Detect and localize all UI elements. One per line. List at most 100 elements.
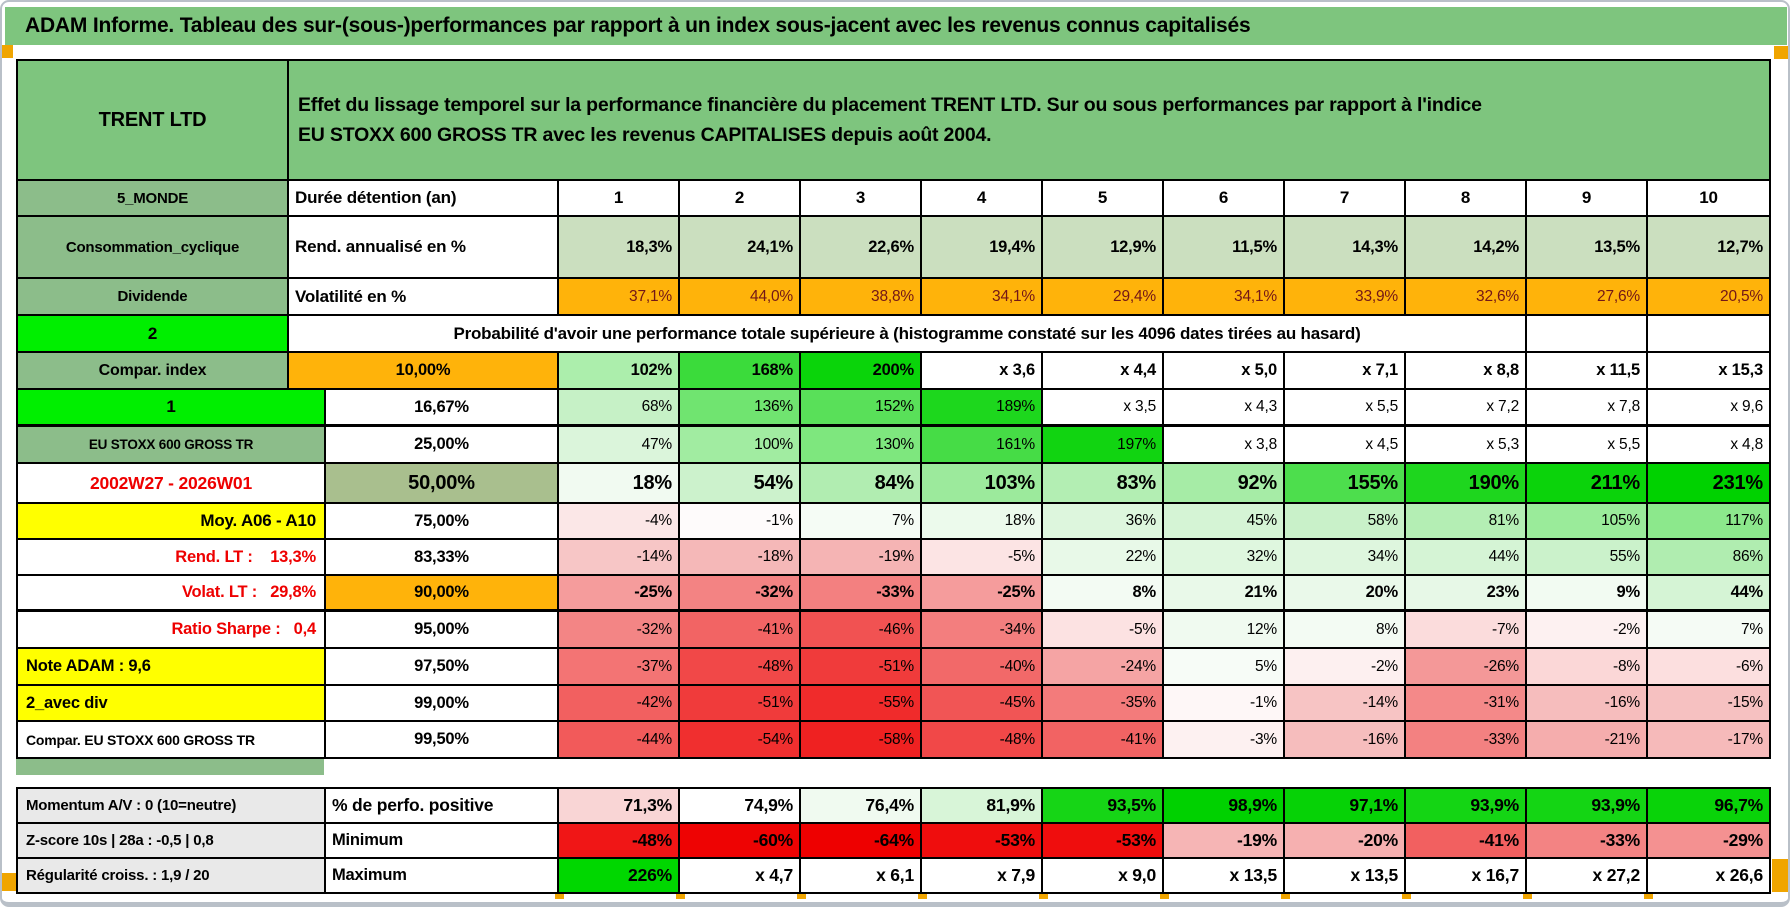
cell-p25-c4[interactable]: 161% bbox=[922, 427, 1043, 462]
cell-p975-c6[interactable]: 5% bbox=[1164, 649, 1285, 684]
row-label-p8333[interactable]: Rend. LT : 13,3% bbox=[18, 540, 326, 574]
cell-p1667-c8[interactable]: x 7,2 bbox=[1406, 390, 1527, 424]
cell-p10-c9[interactable]: x 11,5 bbox=[1527, 353, 1648, 388]
cell-rend-c1[interactable]: 18,3% bbox=[559, 217, 680, 277]
cell-p10-c8[interactable]: x 8,8 bbox=[1406, 353, 1527, 388]
row-label-p975[interactable]: Note ADAM : 9,6 bbox=[18, 649, 326, 684]
cell-p99-c9[interactable]: -16% bbox=[1527, 686, 1648, 720]
cell-p8333-c10[interactable]: 86% bbox=[1648, 540, 1769, 574]
cell-p995-c8[interactable]: -33% bbox=[1406, 722, 1527, 757]
cell-p75-c5[interactable]: 36% bbox=[1043, 504, 1164, 538]
cell-duree-c4[interactable]: 4 bbox=[922, 181, 1043, 215]
row-header-p75[interactable]: 75,00% bbox=[326, 504, 559, 538]
cell-p95-c2[interactable]: -41% bbox=[680, 612, 801, 647]
cell-max-c4[interactable]: x 7,9 bbox=[922, 859, 1043, 892]
cell-p75-c10[interactable]: 117% bbox=[1648, 504, 1769, 538]
cell-p1667-c4[interactable]: 189% bbox=[922, 390, 1043, 424]
cell-prob-c2[interactable] bbox=[1648, 316, 1769, 351]
cell-duree-c2[interactable]: 2 bbox=[680, 181, 801, 215]
cell-p975-c3[interactable]: -51% bbox=[801, 649, 922, 684]
cell-p8333-c8[interactable]: 44% bbox=[1406, 540, 1527, 574]
cell-p8333-c9[interactable]: 55% bbox=[1527, 540, 1648, 574]
cell-p25-c5[interactable]: 197% bbox=[1043, 427, 1164, 462]
row-header-p8333[interactable]: 83,33% bbox=[326, 540, 559, 574]
cell-p90-c1[interactable]: -25% bbox=[559, 576, 680, 609]
row-label-p90[interactable]: Volat. LT : 29,8% bbox=[18, 576, 326, 609]
row-header-duree[interactable]: Durée détention (an) bbox=[289, 181, 559, 215]
cell-p975-c5[interactable]: -24% bbox=[1043, 649, 1164, 684]
cell-p25-c6[interactable]: x 3,8 bbox=[1164, 427, 1285, 462]
cell-duree-c10[interactable]: 10 bbox=[1699, 188, 1718, 207]
cell-p95-c10[interactable]: 7% bbox=[1648, 612, 1769, 647]
row-label-p995[interactable]: Compar. EU STOXX 600 GROSS TR bbox=[18, 722, 326, 757]
cell-rend-c3[interactable]: 22,6% bbox=[801, 217, 922, 277]
cell-p75-c6[interactable]: 45% bbox=[1164, 504, 1285, 538]
cell-p8333-c5[interactable]: 22% bbox=[1043, 540, 1164, 574]
cell-p90-c6[interactable]: 21% bbox=[1164, 576, 1285, 609]
cell-p50-c2[interactable]: 54% bbox=[680, 464, 801, 502]
row-label-p10[interactable]: Compar. index bbox=[18, 353, 289, 388]
cell-p90-c10[interactable]: 44% bbox=[1648, 576, 1769, 609]
cell-p75-c9[interactable]: 105% bbox=[1527, 504, 1648, 538]
cell-p99-c5[interactable]: -35% bbox=[1043, 686, 1164, 720]
row-header-min[interactable]: Minimum bbox=[326, 824, 559, 857]
cell-min-c6[interactable]: -19% bbox=[1164, 824, 1285, 857]
cell-p99-c10[interactable]: -15% bbox=[1648, 686, 1769, 720]
cell-max-c6[interactable]: x 13,5 bbox=[1164, 859, 1285, 892]
row-label-max[interactable]: Régularité croiss. : 1,9 / 20 bbox=[18, 859, 326, 892]
cell-p25-c2[interactable]: 100% bbox=[680, 427, 801, 462]
cell-duree-c3[interactable]: 3 bbox=[801, 181, 922, 215]
row-header-p25[interactable]: 25,00% bbox=[326, 427, 559, 462]
cell-p90-c7[interactable]: 20% bbox=[1285, 576, 1406, 609]
cell-p95-c9[interactable]: -2% bbox=[1527, 612, 1648, 647]
row-label-p75[interactable]: Moy. A06 - A10 bbox=[18, 504, 326, 538]
cell-p975-c4[interactable]: -40% bbox=[922, 649, 1043, 684]
cell-volat-c10[interactable]: 20,5% bbox=[1648, 279, 1769, 314]
row-header-p90[interactable]: 90,00% bbox=[326, 576, 559, 609]
row-header-rend[interactable]: Rend. annualisé en % bbox=[289, 217, 559, 277]
cell-volat-c1[interactable]: 37,1% bbox=[559, 279, 680, 314]
cell-p1667-c5[interactable]: x 3,5 bbox=[1043, 390, 1164, 424]
cell-max-c3[interactable]: x 6,1 bbox=[801, 859, 922, 892]
cell-perfo-c8[interactable]: 93,9% bbox=[1406, 789, 1527, 822]
row-label-prob[interactable]: 2 bbox=[18, 316, 289, 351]
cell-p95-c4[interactable]: -34% bbox=[922, 612, 1043, 647]
cell-p10-c5[interactable]: x 4,4 bbox=[1043, 353, 1164, 388]
cell-p50-c1[interactable]: 18% bbox=[559, 464, 680, 502]
cell-p75-c3[interactable]: 7% bbox=[801, 504, 922, 538]
cell-rend-c8[interactable]: 14,2% bbox=[1406, 217, 1527, 277]
row-label-p25[interactable]: EU STOXX 600 GROSS TR bbox=[18, 427, 326, 462]
cell-p90-c9[interactable]: 9% bbox=[1527, 576, 1648, 609]
cell-rend-c7[interactable]: 14,3% bbox=[1285, 217, 1406, 277]
cell-p1667-c9[interactable]: x 7,8 bbox=[1527, 390, 1648, 424]
cell-p25-c1[interactable]: 47% bbox=[559, 427, 680, 462]
cell-perfo-c4[interactable]: 81,9% bbox=[922, 789, 1043, 822]
cell-p10-c6[interactable]: x 5,0 bbox=[1164, 353, 1285, 388]
row-label-p50[interactable]: 2002W27 - 2026W01 bbox=[18, 464, 326, 502]
cell-perfo-c2[interactable]: 74,9% bbox=[680, 789, 801, 822]
row-header-p95[interactable]: 95,00% bbox=[326, 612, 559, 647]
cell-duree-c9[interactable]: 9 bbox=[1527, 181, 1648, 215]
cell-p25-c3[interactable]: 130% bbox=[801, 427, 922, 462]
cell-p50-c7[interactable]: 155% bbox=[1285, 464, 1406, 502]
cell-p8333-c6[interactable]: 32% bbox=[1164, 540, 1285, 574]
row-label-perfo[interactable]: Momentum A/V : 0 (10=neutre) bbox=[18, 789, 326, 822]
cell-perfo-c9[interactable]: 93,9% bbox=[1527, 789, 1648, 822]
row-header-p50[interactable]: 50,00% bbox=[326, 464, 559, 502]
cell-max-c1[interactable]: 226% bbox=[559, 859, 680, 892]
cell-perfo-c3[interactable]: 76,4% bbox=[801, 789, 922, 822]
cell-p10-c1[interactable]: 102% bbox=[559, 353, 680, 388]
cell-p99-c6[interactable]: -1% bbox=[1164, 686, 1285, 720]
cell-p995-c6[interactable]: -3% bbox=[1164, 722, 1285, 757]
row-header-perfo[interactable]: % de perfo. positive bbox=[326, 789, 559, 822]
cell-p25-c10[interactable]: x 4,8 bbox=[1730, 435, 1763, 453]
cell-min-c8[interactable]: -41% bbox=[1406, 824, 1527, 857]
cell-volat-c9[interactable]: 27,6% bbox=[1527, 279, 1648, 314]
cell-p975-c1[interactable]: -37% bbox=[559, 649, 680, 684]
cell-p10-c7[interactable]: x 7,1 bbox=[1285, 353, 1406, 388]
cell-volat-c7[interactable]: 33,9% bbox=[1285, 279, 1406, 314]
cell-p975-c8[interactable]: -26% bbox=[1406, 649, 1527, 684]
cell-p90-c2[interactable]: -32% bbox=[680, 576, 801, 609]
cell-p995-c1[interactable]: -44% bbox=[559, 722, 680, 757]
cell-p1667-c2[interactable]: 136% bbox=[680, 390, 801, 424]
